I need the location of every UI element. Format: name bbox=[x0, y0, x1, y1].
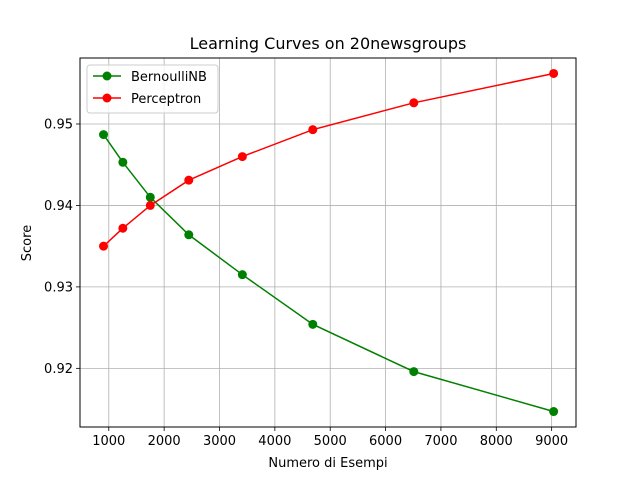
legend-marker-bernoullinb bbox=[102, 71, 112, 81]
data-point-perceptron bbox=[99, 241, 109, 251]
chart-title: Learning Curves on 20newsgroups bbox=[190, 34, 467, 53]
data-point-perceptron bbox=[409, 98, 419, 108]
data-point-perceptron bbox=[145, 200, 155, 210]
y-tick-label: 0.94 bbox=[44, 199, 73, 214]
data-point-bernoullinb bbox=[118, 157, 128, 167]
x-tick-label: 3000 bbox=[203, 434, 236, 449]
data-point-bernoullinb bbox=[145, 192, 155, 202]
legend-box bbox=[86, 64, 219, 114]
data-point-perceptron bbox=[549, 68, 559, 78]
data-point-perceptron bbox=[118, 223, 128, 233]
x-tick-label: 2000 bbox=[148, 434, 181, 449]
y-axis-label: Score bbox=[20, 225, 35, 261]
legend: BernoulliNB Perceptron bbox=[86, 64, 219, 114]
data-point-bernoullinb bbox=[99, 130, 109, 140]
data-point-bernoullinb bbox=[308, 319, 318, 329]
series-line-bernoullinb bbox=[102, 134, 554, 413]
data-point-bernoullinb bbox=[184, 230, 194, 240]
y-tick-label: 0.92 bbox=[44, 362, 73, 377]
data-point-perceptron bbox=[237, 152, 247, 162]
x-tick-label: 7000 bbox=[424, 434, 457, 449]
data-point-perceptron bbox=[308, 125, 318, 135]
x-tick-label: 9000 bbox=[535, 434, 568, 449]
x-tick-label: 6000 bbox=[369, 434, 402, 449]
grid-lines bbox=[80, 58, 576, 427]
y-tick-label: 0.93 bbox=[44, 280, 73, 295]
x-tick-label: 5000 bbox=[314, 434, 347, 449]
legend-label-perceptron: Perceptron bbox=[131, 92, 201, 107]
x-tick-label: 8000 bbox=[480, 434, 513, 449]
data-point-bernoullinb bbox=[237, 270, 247, 280]
data-point-bernoullinb bbox=[549, 407, 559, 417]
legend-label-bernoullinb: BernoulliNB bbox=[131, 70, 207, 85]
legend-marker-perceptron bbox=[102, 93, 112, 103]
data-point-bernoullinb bbox=[409, 367, 419, 377]
data-point-perceptron bbox=[184, 175, 194, 185]
x-axis-label: Numero di Esempi bbox=[268, 456, 387, 471]
x-tick-label: 1000 bbox=[92, 434, 125, 449]
axis-ticks: 1000 2000 3000 4000 5000 6000 7000 8000 9000 0.92… bbox=[44, 117, 568, 449]
plot-area-frame bbox=[79, 57, 577, 428]
y-tick-label: 0.95 bbox=[44, 117, 73, 132]
series-layer bbox=[99, 68, 559, 417]
series-line-perceptron bbox=[103, 72, 554, 247]
x-tick-label: 4000 bbox=[258, 434, 291, 449]
